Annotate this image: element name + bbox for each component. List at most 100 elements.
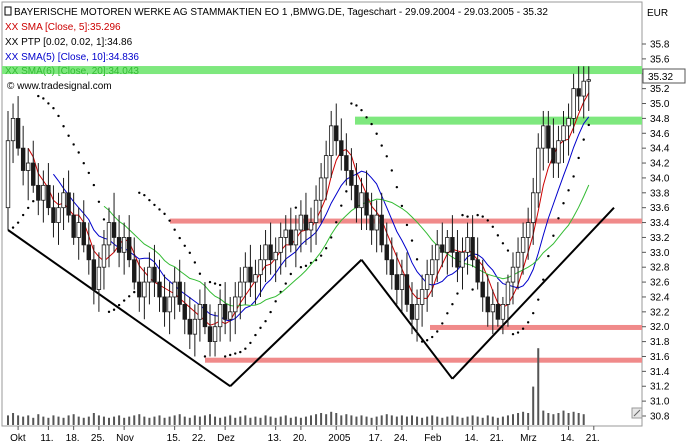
sar-dot [57,114,60,118]
volume-bar [178,414,181,425]
candle-body [10,118,16,142]
sar-dot [92,183,96,187]
sar-dot [345,190,348,193]
candle [132,237,137,290]
sar-dot [254,333,257,337]
sar-dot [516,331,520,334]
zone-green-1 [355,116,642,125]
y-tick-label: 32.8 [650,263,670,274]
sar-dot [153,203,156,207]
volume-bar [143,416,146,425]
candle [76,207,81,260]
legend-sma20: XX SMA(6) [Close, 20]:34.043 [5,66,139,77]
candle-body [561,125,566,142]
candle [81,200,86,253]
candle [354,163,359,223]
candle [96,252,102,312]
y-tick-label: 35.2 [650,84,670,95]
sar-dot [547,254,550,258]
candle [414,289,420,342]
candle [551,118,556,178]
last-price-label: 35.32 [648,72,673,83]
volume-bar [441,417,444,425]
candle-body [222,303,228,320]
candle [561,110,566,164]
price-zones [2,66,642,363]
x-tick-label: 11. [40,433,53,444]
y-tick-label: 31.2 [650,382,670,393]
candle-body [313,199,319,223]
candle [475,237,480,290]
y-tick-label: 34.0 [650,173,670,184]
candle [298,200,304,253]
scroll-corner-icon[interactable] [631,407,643,419]
volume-bar [279,416,282,425]
candle [384,222,389,275]
candle [379,192,384,253]
legend-sma10: XX SMA(5) [Close, 10]:34.836 [5,52,139,63]
candle-body [455,251,460,268]
sar-dot [11,226,15,229]
candle [51,185,56,238]
candle [36,163,41,216]
volume-bars [7,348,585,425]
candle-body [576,88,581,97]
candle [31,140,36,193]
candle [222,282,228,335]
candle-body [227,311,233,320]
candle [349,148,354,201]
candle [66,170,71,223]
candle [162,274,167,327]
volume-bar [547,413,550,425]
candle [293,215,299,268]
y-tick-label: 35.8 [650,40,670,51]
sar-dot [410,239,414,242]
x-tick-label: 2005 [328,433,351,444]
y-tick-label: 35.6 [650,54,670,65]
zone-red-4 [205,357,642,363]
volume-bar [284,415,287,425]
sar-dot [122,299,126,302]
sar-dot [117,303,121,307]
volume-bar [471,415,474,425]
candle-body [91,259,97,290]
candle-body [571,88,576,119]
candle-body [278,237,283,253]
sar-dot [319,254,323,257]
candle-body [177,281,182,305]
sar-dot [168,219,171,222]
sma-10-line [53,116,590,322]
x-tick-label: Nov [116,433,134,444]
candle [520,222,526,275]
sar-dot [395,185,399,189]
candle-body [207,326,213,343]
volume-bar [264,415,267,425]
volume-bar [239,416,242,425]
sar-dot [380,144,383,147]
trendline-3 [451,206,615,380]
candle [369,192,374,245]
candle [152,244,157,297]
sar-dot [324,247,328,250]
volume-bar [138,414,141,425]
candle-body [273,251,278,261]
volume-bar [203,415,206,425]
volume-bar [527,413,530,425]
candle [495,282,501,327]
sar-dot [249,341,252,345]
sar-dot [567,189,570,192]
candle [147,252,152,305]
sar-dot [562,202,565,205]
candle [116,215,122,268]
candle [318,163,324,223]
sar-dot [102,218,106,221]
volume-bar [375,416,378,425]
sar-dot [557,217,560,220]
candle-body [480,281,485,298]
candle-body [121,237,127,253]
sar-dot [511,332,515,336]
candle [556,125,561,178]
volume-bar [395,416,398,425]
trendline-1 [229,259,363,387]
candle [455,230,460,283]
